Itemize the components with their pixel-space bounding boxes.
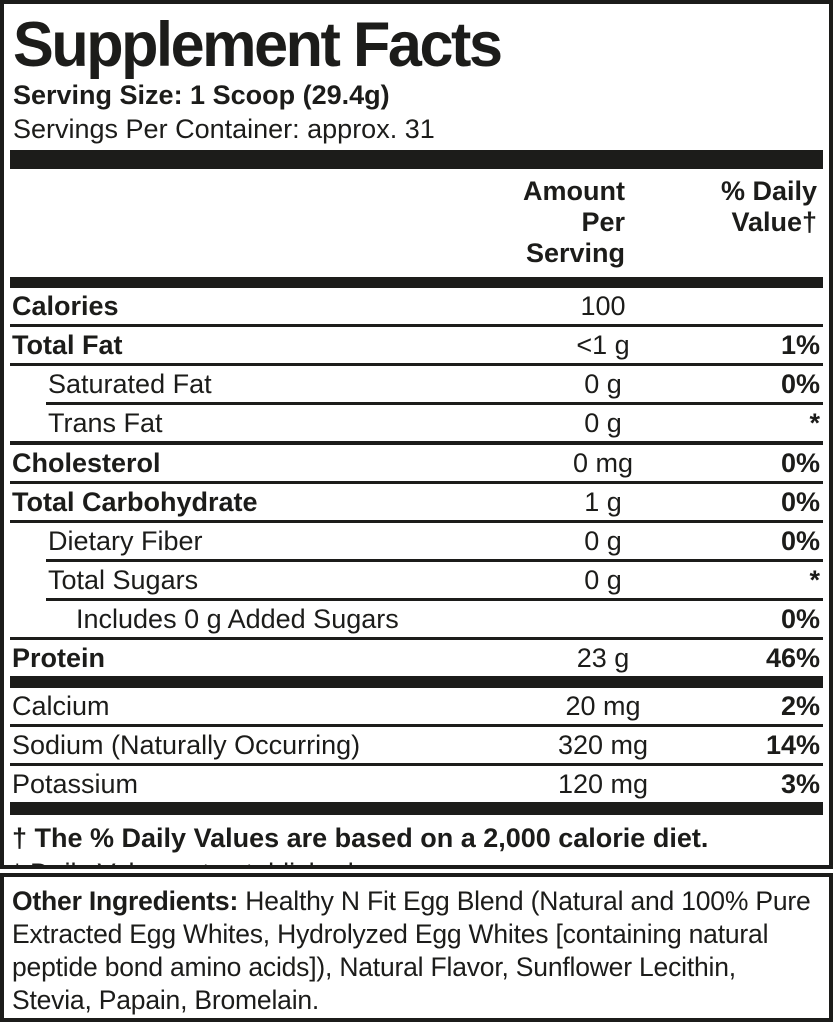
nutrient-name: Includes 0 g Added Sugars bbox=[76, 604, 399, 634]
thick-divider-bottom bbox=[10, 802, 823, 815]
nutrient-amount: 0 g bbox=[584, 526, 622, 556]
nutrient-percent: * bbox=[809, 565, 820, 595]
nutrient-name: Saturated Fat bbox=[48, 369, 212, 399]
row-trans-fat: Trans Fat 0 g * bbox=[10, 405, 823, 441]
row-sodium: Sodium (Naturally Occurring) 320 mg 14% bbox=[10, 727, 823, 763]
amount-header-line2: Serving bbox=[525, 238, 625, 268]
nutrient-name: Cholesterol bbox=[12, 448, 161, 478]
nutrient-name: Dietary Fiber bbox=[48, 526, 203, 556]
row-potassium: Potassium 120 mg 3% bbox=[10, 766, 823, 802]
thick-divider-top bbox=[10, 150, 823, 169]
row-divider bbox=[10, 763, 823, 766]
row-divider bbox=[10, 324, 823, 327]
nutrient-percent: 0% bbox=[780, 369, 820, 399]
row-divider bbox=[10, 637, 823, 640]
thick-divider-protein bbox=[10, 676, 823, 688]
row-divider-indented bbox=[46, 598, 823, 601]
nutrient-amount: <1 g bbox=[576, 330, 630, 360]
panel-title: Supplement Facts bbox=[13, 10, 503, 80]
nutrient-percent: 2% bbox=[780, 691, 820, 721]
not-established-footnote: * Daily Value not established. bbox=[12, 858, 823, 865]
row-divider bbox=[10, 363, 823, 366]
nutrient-name: Total Carbohydrate bbox=[12, 487, 258, 517]
row-protein: Protein 23 g 46% bbox=[10, 640, 823, 676]
other-ingredients-label: Other Ingredients: bbox=[12, 886, 239, 916]
nutrient-percent: * bbox=[809, 408, 820, 438]
nutrient-percent: 0% bbox=[780, 526, 820, 556]
row-divider bbox=[10, 520, 823, 523]
nutrient-percent: 0% bbox=[780, 604, 820, 634]
nutrient-name: Trans Fat bbox=[48, 408, 163, 438]
nutrient-percent: 46% bbox=[765, 643, 820, 673]
servings-per-container-text: Servings Per Container: approx. 31 bbox=[13, 114, 435, 144]
medium-divider-header bbox=[10, 277, 823, 288]
amount-header-line1: Amount Per bbox=[523, 176, 625, 237]
row-dietary-fiber: Dietary Fiber 0 g 0% bbox=[10, 523, 823, 559]
pct-header-line2: Value† bbox=[731, 207, 817, 237]
row-cholesterol: Cholesterol 0 mg 0% bbox=[10, 445, 823, 481]
column-header-row: Amount Per Serving % Daily Value† bbox=[10, 169, 823, 277]
row-divider bbox=[10, 481, 823, 484]
nutrient-amount: 0 mg bbox=[572, 448, 634, 478]
row-calories: Calories 100 bbox=[10, 288, 823, 324]
nutrient-amount: 20 mg bbox=[565, 691, 641, 721]
nutrient-percent: 0% bbox=[780, 448, 820, 478]
row-total-fat: Total Fat <1 g 1% bbox=[10, 327, 823, 363]
nutrient-amount: 120 mg bbox=[557, 769, 649, 799]
row-divider-indented bbox=[46, 559, 823, 562]
serving-size-text: Serving Size: 1 Scoop (29.4g) bbox=[13, 80, 390, 110]
nutrient-amount: 100 bbox=[580, 291, 626, 321]
row-saturated-fat: Saturated Fat 0 g 0% bbox=[10, 366, 823, 402]
row-total-sugars: Total Sugars 0 g * bbox=[10, 562, 823, 598]
row-divider bbox=[10, 441, 823, 445]
nutrient-name: Total Sugars bbox=[48, 565, 199, 595]
header-spacer bbox=[10, 176, 503, 269]
nutrient-percent: 1% bbox=[780, 330, 820, 360]
pct-header-line1: % Daily bbox=[720, 176, 817, 206]
row-added-sugars: Includes 0 g Added Sugars 0% bbox=[10, 601, 823, 637]
nutrient-amount: 1 g bbox=[584, 487, 622, 517]
row-divider-indented bbox=[46, 402, 823, 405]
row-calcium: Calcium 20 mg 2% bbox=[10, 688, 823, 724]
nutrient-name: Calcium bbox=[12, 691, 110, 721]
nutrient-percent: 3% bbox=[780, 769, 820, 799]
nutrient-name: Potassium bbox=[12, 769, 139, 799]
other-ingredients-text: Healthy N Fit Egg Blend (Natural and 100… bbox=[12, 886, 811, 1015]
other-ingredients-panel: Other Ingredients: Healthy N Fit Egg Ble… bbox=[0, 873, 833, 1022]
nutrient-percent: 14% bbox=[765, 730, 820, 760]
row-total-carbohydrate: Total Carbohydrate 1 g 0% bbox=[10, 484, 823, 520]
nutrient-amount: 320 mg bbox=[557, 730, 649, 760]
daily-value-footnote: † The % Daily Values are based on a 2,00… bbox=[12, 823, 709, 853]
row-divider bbox=[10, 724, 823, 727]
daily-value-header: % Daily Value† bbox=[703, 176, 823, 269]
nutrient-amount: 0 g bbox=[584, 408, 622, 438]
nutrient-name: Calories bbox=[12, 291, 119, 321]
nutrient-name: Protein bbox=[12, 643, 106, 673]
other-ingredients-paragraph: Other Ingredients: Healthy N Fit Egg Ble… bbox=[12, 885, 821, 1017]
nutrient-name: Total Fat bbox=[12, 330, 123, 360]
supplement-facts-panel: Supplement Facts Serving Size: 1 Scoop (… bbox=[0, 0, 833, 869]
amount-per-serving-header: Amount Per Serving bbox=[503, 176, 703, 269]
nutrient-name: Sodium (Naturally Occurring) bbox=[12, 730, 361, 760]
nutrient-percent: 0% bbox=[780, 487, 820, 517]
box-gap bbox=[0, 869, 833, 873]
nutrient-amount: 0 g bbox=[584, 565, 622, 595]
nutrient-amount: 0 g bbox=[584, 369, 622, 399]
nutrient-amount: 23 g bbox=[576, 643, 630, 673]
